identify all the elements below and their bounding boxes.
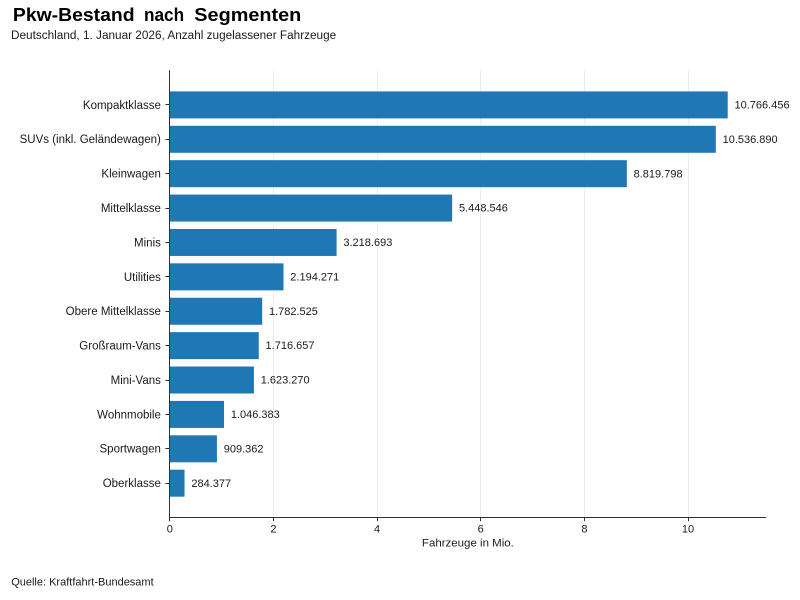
svg-text:1.623.270: 1.623.270 [261, 375, 310, 387]
svg-text:1.716.657: 1.716.657 [266, 340, 315, 352]
svg-text:Mittelklasse: Mittelklasse [101, 203, 161, 215]
svg-text:Fahrzeuge in Mio.: Fahrzeuge in Mio. [422, 538, 514, 550]
svg-text:Quelle: Kraftfahrt-Bundesamt: Quelle: Kraftfahrt-Bundesamt [11, 577, 153, 589]
svg-text:SUVs (inkl. Geländewagen): SUVs (inkl. Geländewagen) [20, 134, 161, 146]
svg-text:1.782.525: 1.782.525 [269, 306, 318, 318]
svg-text:Kompaktklasse: Kompaktklasse [83, 100, 161, 112]
svg-text:8.819.798: 8.819.798 [634, 168, 683, 180]
svg-text:909.362: 909.362 [224, 443, 264, 455]
svg-text:Deutschland, 1. Januar 2026, A: Deutschland, 1. Januar 2026, Anzahl zuge… [11, 30, 336, 42]
svg-text:10.766.456: 10.766.456 [735, 100, 790, 112]
svg-text:0: 0 [167, 524, 173, 536]
svg-text:Utilities: Utilities [124, 272, 161, 284]
svg-text:1.046.383: 1.046.383 [231, 409, 280, 421]
svg-text:5.448.546: 5.448.546 [459, 203, 508, 215]
svg-text:3.218.693: 3.218.693 [343, 237, 392, 249]
svg-text:4: 4 [374, 524, 380, 536]
svg-text:10.536.890: 10.536.890 [723, 134, 778, 146]
svg-text:2.194.271: 2.194.271 [290, 271, 339, 283]
svg-text:Minis: Minis [134, 237, 161, 249]
svg-text:Obere Mittelklasse: Obere Mittelklasse [66, 306, 161, 318]
svg-text:Wohnmobile: Wohnmobile [97, 409, 161, 421]
svg-text:Großraum-Vans: Großraum-Vans [79, 341, 161, 353]
svg-text:2: 2 [270, 524, 276, 536]
svg-text:Kleinwagen: Kleinwagen [101, 169, 160, 181]
svg-text:6: 6 [478, 524, 484, 536]
svg-text:10: 10 [682, 524, 694, 536]
svg-text:Mini-Vans: Mini-Vans [111, 375, 162, 387]
svg-text:Sportwagen: Sportwagen [100, 444, 161, 456]
svg-text:284.377: 284.377 [191, 478, 231, 490]
svg-text:8: 8 [581, 524, 587, 536]
svg-text:Oberklasse: Oberklasse [103, 478, 161, 490]
